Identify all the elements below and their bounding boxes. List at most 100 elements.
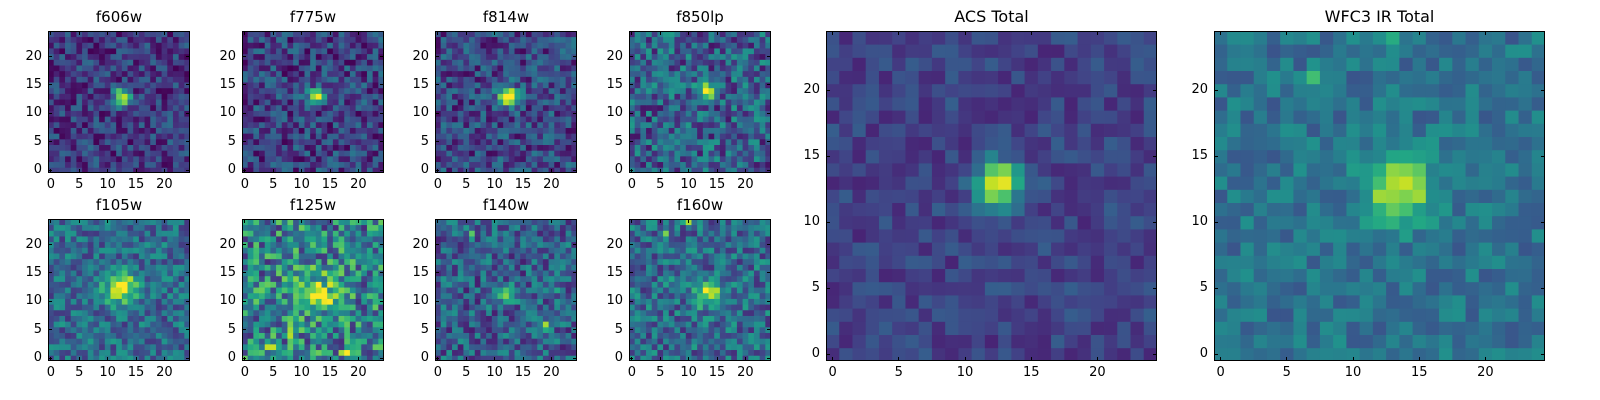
heatmap-cell	[634, 349, 641, 356]
heatmap-cell	[691, 116, 698, 123]
heatmap-cell	[440, 144, 447, 151]
heatmap-cell	[520, 281, 527, 288]
heatmap-cell	[349, 326, 356, 333]
heatmap-cell	[753, 144, 761, 151]
heatmap-cell	[435, 59, 442, 66]
heatmap-cell	[691, 70, 698, 77]
heatmap-cell	[554, 343, 561, 351]
heatmap-cell	[70, 70, 77, 77]
heatmap-cell	[469, 104, 476, 111]
f140w-xtick-mark	[494, 357, 496, 361]
heatmap-cell	[474, 321, 481, 328]
heatmap-cell	[742, 138, 749, 145]
heatmap-cell	[571, 87, 577, 94]
heatmap-cell	[281, 31, 288, 38]
heatmap-cell	[366, 31, 374, 38]
f105w-xtick-label: 20	[156, 365, 173, 380]
heatmap-cell	[469, 82, 476, 89]
heatmap-cell	[514, 87, 521, 94]
heatmap-cell	[731, 343, 738, 351]
heatmap-cell	[264, 321, 271, 328]
heatmap-cell	[503, 144, 510, 151]
heatmap-cell	[144, 110, 151, 117]
heatmap-cell	[742, 53, 749, 60]
heatmap-cell	[310, 99, 317, 106]
f125w-xtick-mark	[301, 219, 303, 223]
heatmap-cell	[486, 264, 493, 271]
heatmap-cell	[338, 161, 345, 168]
f140w-ytick-mark	[573, 244, 577, 246]
heatmap-cell	[480, 70, 487, 77]
heatmap-cell	[480, 127, 487, 134]
heatmap-cell	[138, 315, 145, 322]
heatmap-cell	[349, 253, 356, 260]
heatmap-cell	[378, 309, 384, 316]
heatmap-cell	[304, 36, 311, 43]
heatmap-cell	[565, 76, 572, 83]
heatmap-cell	[253, 155, 260, 163]
heatmap-cell	[646, 338, 653, 345]
heatmap-cell	[463, 48, 470, 55]
heatmap-cell	[714, 110, 721, 117]
heatmap-cell	[674, 42, 681, 49]
heatmap-cell	[53, 292, 60, 299]
heatmap-cell	[559, 264, 567, 271]
heatmap-cell	[514, 332, 521, 339]
heatmap-cell	[99, 99, 106, 106]
heatmap-cell	[525, 121, 532, 128]
heatmap-cell	[87, 355, 94, 361]
heatmap-cell	[372, 315, 379, 322]
heatmap-cell	[242, 116, 249, 123]
heatmap-cell	[542, 247, 549, 254]
heatmap-cell	[537, 48, 544, 55]
heatmap-cell	[87, 116, 94, 123]
heatmap-cell	[133, 116, 140, 123]
heatmap-cell	[144, 292, 151, 299]
heatmap-cell	[315, 59, 322, 66]
heatmap-cell	[674, 304, 681, 311]
heatmap-cell	[714, 127, 721, 134]
heatmap-cell	[82, 241, 89, 248]
heatmap-cell	[178, 31, 185, 38]
heatmap-cell	[259, 332, 266, 339]
heatmap-cell	[344, 138, 351, 145]
heatmap-cell	[93, 116, 100, 123]
heatmap-cell	[503, 230, 510, 237]
heatmap-cell	[452, 264, 459, 271]
heatmap-cell	[144, 167, 151, 173]
heatmap-cell	[542, 292, 549, 299]
heatmap-cell	[748, 70, 755, 77]
heatmap-cell	[685, 53, 692, 60]
heatmap-cell	[520, 133, 527, 140]
heatmap-cell	[702, 76, 709, 83]
heatmap-cell	[651, 59, 658, 66]
heatmap-cell	[748, 167, 755, 173]
heatmap-cell	[264, 133, 271, 140]
heatmap-cell	[565, 326, 572, 333]
heatmap-cell	[480, 144, 487, 151]
heatmap-cell	[452, 161, 459, 168]
heatmap-cell	[554, 264, 561, 271]
heatmap-cell	[76, 53, 83, 60]
heatmap-cell	[150, 127, 157, 134]
heatmap-cell	[697, 36, 704, 43]
heatmap-cell	[565, 241, 572, 248]
heatmap-cell	[304, 150, 311, 157]
heatmap-cell	[155, 121, 162, 128]
heatmap-cell	[702, 93, 709, 100]
heatmap-cell	[531, 224, 538, 231]
heatmap-cell	[663, 349, 670, 356]
heatmap-cell	[559, 53, 567, 60]
heatmap-cell	[116, 53, 123, 60]
heatmap-cell	[702, 161, 709, 168]
heatmap-cell	[378, 264, 384, 271]
heatmap-cell	[253, 144, 260, 151]
heatmap-cell	[366, 48, 374, 55]
heatmap-cell	[440, 70, 447, 77]
heatmap-cell	[725, 338, 732, 345]
heatmap-cell	[121, 309, 128, 316]
f775w-xtick-mark	[272, 31, 274, 35]
heatmap-cell	[93, 326, 100, 333]
heatmap-cell	[144, 116, 151, 123]
heatmap-cell	[435, 36, 442, 43]
